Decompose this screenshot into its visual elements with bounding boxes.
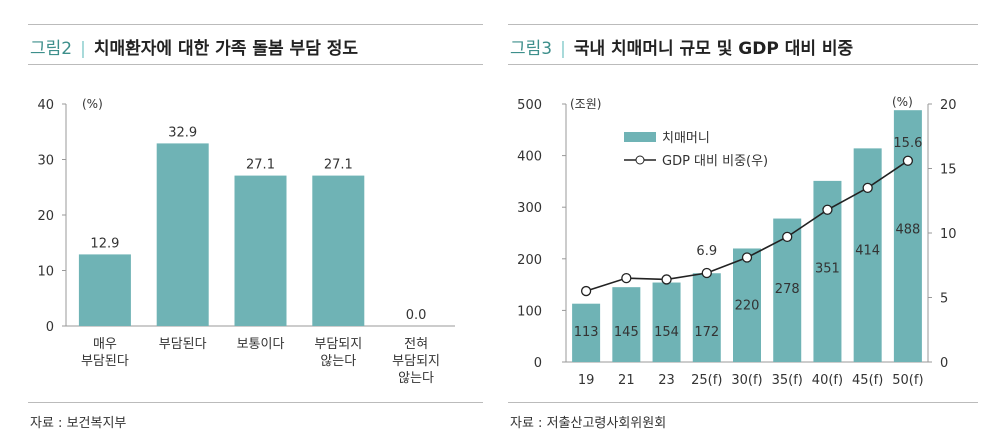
right-y-tick-label: 10	[940, 227, 957, 242]
x-tick-label: 45(f)	[852, 373, 883, 388]
x-tick-label: 50(f)	[892, 373, 923, 388]
line-point	[862, 182, 873, 194]
x-tick-label: 부담된다	[159, 337, 207, 352]
x-tick-label: 전혀	[404, 337, 428, 352]
x-tick-label: 35(f)	[772, 373, 803, 388]
figure-title: 그림2 | 치매환자에 대한 가족 돌봄 부담 정도	[30, 39, 359, 59]
bar-value-label: 145	[614, 325, 639, 340]
x-tick-label: 23	[658, 373, 675, 388]
data-label: 0.0	[406, 308, 427, 323]
title-text: 국내 치매머니 규모 및 GDP 대비 비중	[573, 39, 854, 59]
left-y-tick-label: 500	[517, 98, 542, 113]
y-tick-label: 20	[37, 209, 54, 224]
bar-value-label: 172	[694, 325, 719, 340]
bar-value-label: 113	[574, 325, 599, 340]
line-point	[701, 267, 712, 279]
left-y-tick-label: 200	[517, 253, 542, 268]
bar-value-label: 351	[815, 261, 840, 276]
line-point	[580, 285, 592, 297]
legend-line-marker	[635, 155, 645, 165]
line-point	[782, 231, 793, 243]
bar-value-label: 414	[855, 244, 880, 259]
y-axis-unit: (%)	[82, 97, 103, 111]
right-axis-unit: (%)	[892, 95, 913, 109]
divider	[508, 64, 978, 65]
line-point	[741, 252, 753, 263]
bar	[893, 110, 922, 362]
divider	[508, 402, 978, 403]
divider	[28, 24, 483, 25]
legend-bar-swatch	[624, 132, 656, 142]
source-note: 자료 : 저출산고령사회위원회	[510, 416, 667, 431]
x-tick-label: 30(f)	[731, 373, 762, 388]
line-point	[902, 155, 914, 166]
line-point	[621, 272, 632, 284]
figure-number: 그림2	[30, 39, 73, 59]
figure-title: 그림3 | 국내 치매머니 규모 및 GDP 대비 비중	[510, 39, 854, 59]
bar	[692, 273, 721, 362]
left-panel: 그림2 | 치매환자에 대한 가족 돌봄 부담 정도 0 10 20 30 40 (%) 12.…	[28, 24, 483, 431]
title-text: 치매환자에 대한 가족 돌봄 부담 정도	[93, 39, 359, 59]
x-tick-label: 19	[578, 373, 595, 388]
bar	[234, 175, 287, 326]
data-label: 32.9	[168, 125, 197, 140]
line-value-label: 15.6	[893, 136, 922, 151]
right-y-tick-label: 20	[940, 98, 957, 113]
figure-number: 그림3	[510, 39, 553, 59]
x-tick-label: 매우	[93, 337, 117, 352]
y-tick-label: 40	[37, 98, 54, 113]
bar	[612, 287, 641, 362]
line-point	[661, 274, 672, 285]
legend-label: 치매머니	[662, 131, 710, 146]
x-tick-label: 않는다	[398, 371, 434, 386]
right-y-tick-label: 0	[940, 356, 948, 371]
divider	[508, 24, 978, 25]
y-tick-label: 0	[46, 320, 54, 335]
bar	[733, 248, 761, 362]
divider	[28, 402, 483, 403]
bar-value-label: 220	[735, 299, 760, 314]
left-axis-unit: (조원)	[570, 97, 601, 111]
divider	[28, 64, 483, 65]
data-label: 27.1	[324, 158, 353, 173]
left-y-tick-label: 0	[534, 356, 542, 371]
legend-label: GDP 대비 비중(우)	[662, 154, 768, 169]
x-tick-label: 부담되지	[314, 337, 362, 352]
y-tick-label: 10	[37, 265, 54, 280]
right-y-tick-label: 15	[940, 163, 957, 178]
x-tick-label: 부담되지	[392, 354, 440, 369]
data-label: 27.1	[246, 158, 275, 173]
bar	[652, 282, 681, 362]
source-note: 자료 : 보건복지부	[30, 416, 127, 431]
x-tick-label: 40(f)	[812, 373, 843, 388]
bar-value-label: 278	[775, 282, 800, 297]
left-y-tick-label: 100	[517, 304, 542, 319]
data-label: 12.9	[90, 236, 119, 251]
right-panel: 그림3 | 국내 치매머니 규모 및 GDP 대비 비중 0 100 200 300 400…	[500, 0, 1000, 445]
bar	[312, 175, 365, 326]
x-tick-label: 21	[618, 373, 635, 388]
x-tick-label: 부담된다	[81, 354, 129, 369]
bar	[572, 303, 601, 362]
x-tick-label: 보통이다	[237, 337, 285, 352]
line-value-label: 6.9	[696, 244, 717, 259]
left-y-tick-label: 300	[517, 201, 542, 216]
x-tick-label: 25(f)	[691, 373, 722, 388]
dementia-money-chart: 0 100 200 300 400 500 0 5 10 15 20 (조원) (%) 113 19 145 2…	[517, 95, 957, 388]
bar	[78, 254, 131, 326]
bar-value-label: 488	[895, 223, 920, 238]
x-tick-label: 않는다	[320, 354, 356, 369]
line-point	[822, 204, 833, 215]
bar	[156, 143, 209, 326]
right-y-tick-label: 5	[940, 292, 948, 307]
left-y-tick-label: 400	[517, 150, 542, 165]
y-tick-label: 30	[37, 154, 54, 169]
bar-value-label: 154	[654, 325, 679, 340]
